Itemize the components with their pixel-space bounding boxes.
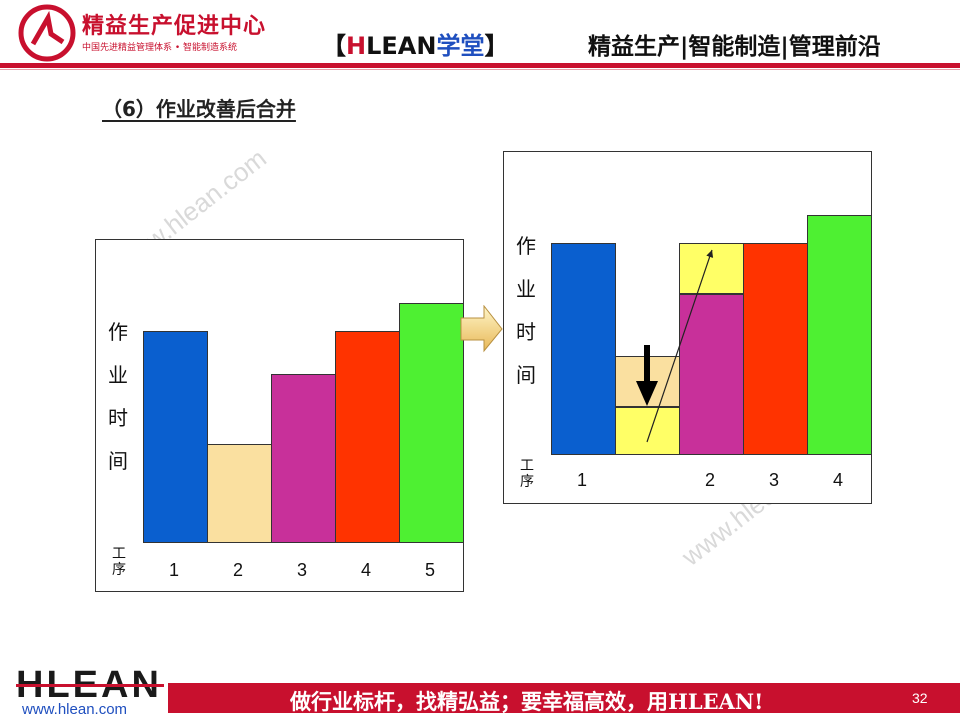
x-tick-label: 2 [705, 470, 716, 490]
brand-title: 【HLEAN学堂】 [322, 26, 508, 61]
x-tick-label: 1 [577, 470, 588, 490]
y-axis-label-char: 业 [516, 277, 536, 301]
x-tick-label: 3 [297, 560, 308, 580]
merge-arrow-icon [646, 249, 714, 443]
chart-bar [143, 331, 208, 543]
x-tick-label: 1 [169, 560, 180, 580]
chart-bar [551, 243, 616, 455]
chart-bar [207, 444, 272, 543]
x-tick-label: 4 [833, 470, 844, 490]
y-axis-label-char: 作 [516, 234, 536, 258]
y-axis-label-char: 时 [516, 320, 536, 344]
y-axis-label-char: 时 [108, 406, 128, 430]
brand-h: H [346, 32, 367, 60]
y-axis-label-char: 作 [108, 320, 128, 344]
brand-close-bracket: 】 [484, 32, 509, 60]
x-tick-label: 2 [233, 560, 244, 580]
x-tick-label: 4 [361, 560, 372, 580]
right-arrow-icon [460, 305, 503, 353]
chart-bar [335, 331, 400, 543]
header-tagline: 精益生产|智能制造|管理前沿 [588, 34, 881, 60]
x-axis-title: 工 序 [520, 458, 534, 490]
x-tick-label: 5 [425, 560, 436, 580]
chart-bar [271, 373, 336, 543]
footer-band [168, 683, 960, 713]
x-tick-label: 3 [769, 470, 780, 490]
page-number: 32 [912, 690, 928, 706]
footer-slogan: 做行业标杆，找精弘益；要幸福高效，用HLEAN! [290, 689, 764, 714]
header-divider [0, 63, 960, 68]
brand-lean: LEAN [366, 32, 437, 60]
chart-bar-segment [679, 294, 744, 455]
brand-xuetang: 学堂 [436, 32, 485, 60]
hlean-logo-icon [18, 4, 76, 62]
chart-bar [807, 215, 872, 455]
footer-url[interactable]: www.hlean.com [22, 701, 128, 718]
y-axis-label-char: 间 [108, 449, 128, 473]
chart-bar-segment [615, 407, 680, 455]
chart-bar [743, 243, 808, 455]
org-subtitle: 中国先进精益管理体系 • 智能制造系统 [82, 43, 238, 53]
footer-logo-underline [16, 684, 164, 687]
section-title: （6）作业改善后合并 [102, 97, 296, 121]
chart-before: 1 2 3 4 5 作业时间工 序 [95, 239, 464, 592]
brand-open-bracket: 【 [322, 32, 346, 60]
org-name: 精益生产促进中心 [82, 14, 267, 39]
y-axis-label-char: 业 [108, 363, 128, 387]
chart-annotations [636, 249, 714, 443]
x-axis-title: 工 序 [112, 546, 126, 578]
down-arrow-icon [636, 345, 658, 406]
chart-bar [399, 303, 464, 543]
chart-after: 1 2 3 4 作业时间工 序 [503, 151, 872, 504]
y-axis-label-char: 间 [516, 363, 536, 387]
header-divider-thin [0, 69, 960, 70]
